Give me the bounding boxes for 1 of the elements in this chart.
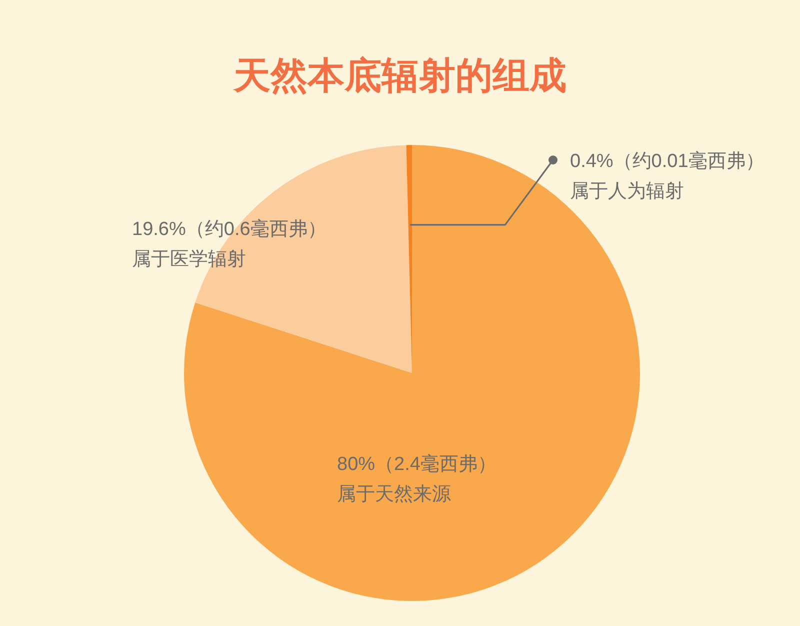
title: 天然本底辐射的组成 xyxy=(234,55,566,96)
